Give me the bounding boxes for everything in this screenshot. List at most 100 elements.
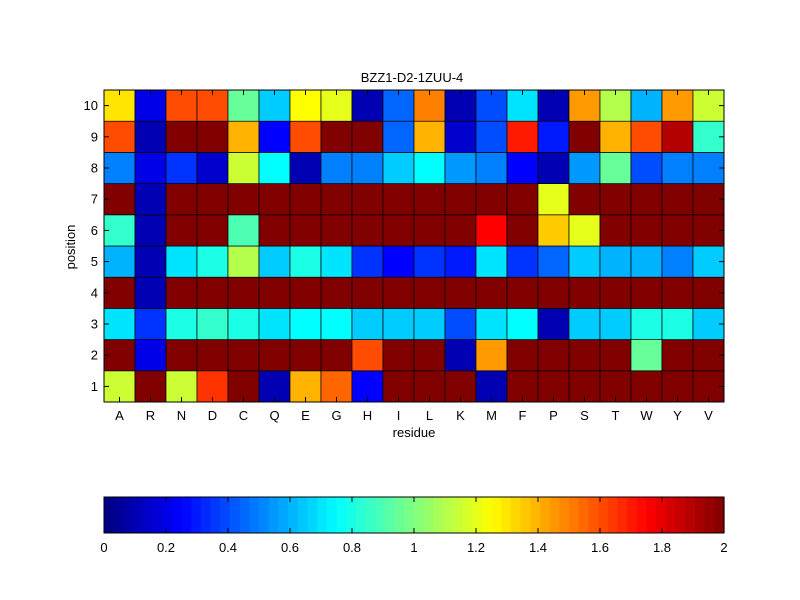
heatmap-cell [227,339,260,372]
colorbar-swatch [394,497,405,533]
heatmap-cell [227,89,260,122]
colorbar-swatch [200,497,212,533]
heatmap-cell [568,120,601,153]
colorbar-swatch [278,497,289,533]
heatmap-cell [320,339,353,372]
heatmap-cell [506,152,539,184]
colorbar-swatch [704,497,715,533]
heatmap-cell [692,120,725,153]
heatmap-cell [413,214,446,247]
heatmap-cell [196,245,229,278]
heatmap-cell [320,120,353,153]
heatmap-cell [289,120,322,153]
heatmap-cell [537,214,570,247]
heatmap-cell [475,89,508,122]
heatmap-cell [134,120,167,153]
heatmap-cell [537,120,570,153]
colorbar-swatch [113,497,124,533]
colorbar-tick-label: 1 [410,540,417,555]
colorbar-swatch [510,497,522,533]
colorbar-swatch [452,497,464,533]
x-tick-label: K [456,408,465,423]
colorbar-tick-label: 0.6 [281,540,299,555]
heatmap-cell [320,370,353,403]
heatmap-cell [506,245,539,278]
heatmap-cell [382,370,415,403]
heatmap-cell [196,214,229,247]
colorbar-swatch [123,497,134,533]
colorbar-swatch [268,497,279,533]
heatmap-cell [196,339,229,372]
colorbar-swatch [317,497,328,533]
heatmap-cell [227,276,260,309]
heatmap-cell [227,214,260,247]
heatmap-cell [630,214,663,247]
heatmap-cell [444,308,477,340]
heatmap-cell [413,152,446,184]
heatmap-cell [444,370,477,403]
colorbar-swatch [162,497,173,533]
colorbar [104,497,725,533]
heatmap-cell [258,308,291,340]
colorbar-swatch [239,497,250,533]
heatmap-cell [165,183,198,216]
x-tick-label: N [177,408,186,423]
heatmap-cell [196,152,229,184]
heatmap-cell [258,339,291,372]
heatmap-cell [351,245,384,278]
colorbar-swatch [472,497,483,533]
heatmap-cell [568,183,601,216]
y-tick-label: 2 [91,348,98,363]
heatmap-cell [692,370,725,403]
colorbar-swatch [607,497,619,533]
x-tick-label: H [363,408,372,423]
heatmap-cell [351,152,384,184]
heatmap-cell [103,370,136,403]
colorbar-swatch [336,497,347,533]
heatmap-cell [692,152,725,184]
heatmap-cell [475,183,508,216]
heatmap-cell [134,308,167,340]
heatmap-cell [537,339,570,372]
heatmap-cells [103,89,725,403]
x-tick-label: V [704,408,713,423]
heatmap-cell [444,339,477,372]
colorbar-swatch [714,497,725,533]
heatmap-cell [506,214,539,247]
heatmap-cell [227,245,260,278]
heatmap-cell [320,183,353,216]
chart-title: BZZ1-D2-1ZUU-4 [361,70,464,85]
colorbar-swatch [249,497,260,533]
heatmap-cell [258,183,291,216]
heatmap-cell [599,276,632,309]
colorbar-swatch [656,497,667,533]
heatmap-cell [444,89,477,122]
heatmap-cell [506,183,539,216]
plot-area-frame [103,89,725,403]
colorbar-swatch [171,497,183,533]
heatmap-cell [134,276,167,309]
heatmap-cell [444,214,477,247]
heatmap-cell [382,152,415,184]
x-tick-label: R [146,408,155,423]
colorbar-swatch [588,497,599,533]
heatmap-cell [568,370,601,403]
heatmap-cell [289,276,322,309]
heatmap-cell [506,308,539,340]
colorbar-swatch [365,497,376,533]
heatmap-cell [599,152,632,184]
colorbar-swatch [152,497,163,533]
heatmap-cell [165,245,198,278]
heatmap-cell [258,276,291,309]
heatmap-cell [661,89,694,122]
heatmap-cell [134,245,167,278]
heatmap-cell [630,339,663,372]
colorbar-swatch [423,497,434,533]
heatmap-cell [258,120,291,153]
y-tick-label: 5 [91,254,98,269]
heatmap-cell [258,245,291,278]
colorbar-swatch [133,497,144,533]
heatmap-cell [382,120,415,153]
heatmap-cell [661,276,694,309]
